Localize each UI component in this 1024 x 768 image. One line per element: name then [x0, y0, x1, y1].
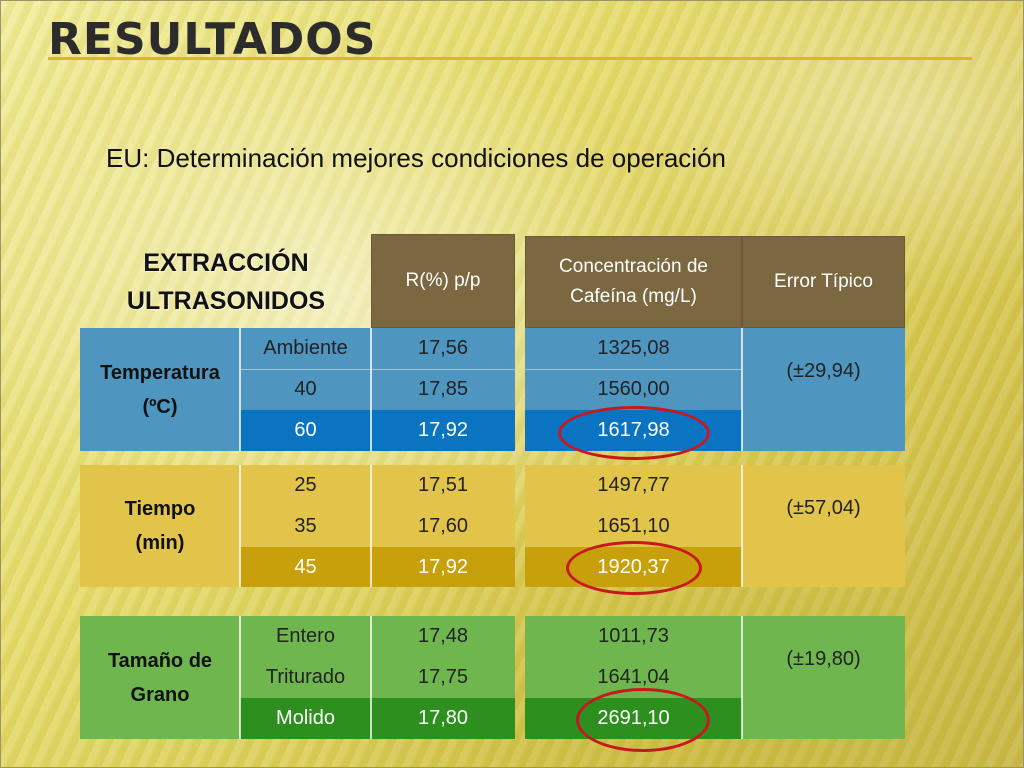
table-cell-condition: Entero	[240, 616, 371, 657]
highlight-circle-temperatura	[558, 406, 710, 460]
header-concentration-line2: Cafeína (mg/L)	[570, 286, 697, 307]
table-cell-error: (±29,94)	[742, 328, 905, 451]
column-divider	[239, 616, 241, 739]
column-divider	[370, 465, 372, 587]
table-cell-r: 17,92	[371, 410, 515, 451]
column-divider	[370, 328, 372, 451]
table-heading: EXTRACCIÓN ULTRASONIDOS	[80, 240, 372, 324]
table-cell-condition: 60	[240, 410, 371, 451]
table-cell-r: 17,80	[371, 698, 515, 739]
header-r-percent-label: R(%) p/p	[405, 270, 481, 291]
column-divider	[239, 465, 241, 587]
table-cell-concentration: 1560,00	[525, 369, 742, 410]
header-r-percent: R(%) p/p	[371, 234, 515, 328]
table-cell-condition: 40	[240, 369, 371, 410]
header-error: Error Típico	[742, 236, 905, 328]
table-cell-r: 17,60	[371, 506, 515, 547]
table-cell-condition: 35	[240, 506, 371, 547]
group-label-tiempo-line2: (min)	[135, 532, 185, 554]
column-divider	[239, 328, 241, 451]
highlight-circle-grano	[576, 688, 710, 752]
group-label-grano-line2: Grano	[130, 683, 190, 706]
highlight-circle-tiempo	[566, 541, 702, 595]
table-cell-r: 17,85	[371, 369, 515, 410]
table-cell-condition: Molido	[240, 698, 371, 739]
group-label-temperatura: Temperatura (ºC)	[80, 328, 240, 451]
group-label-temperatura-line1: Temperatura	[100, 361, 220, 384]
table-cell-condition: Triturado	[240, 657, 371, 698]
table-cell-r: 17,56	[371, 328, 515, 369]
table-cell-concentration: 1497,77	[525, 465, 742, 506]
column-divider	[741, 465, 743, 587]
header-concentration: Concentración de Cafeína (mg/L)	[525, 236, 742, 328]
header-concentration-line1: Concentración de	[559, 256, 708, 277]
table-cell-r: 17,75	[371, 657, 515, 698]
table-cell-condition: 45	[240, 547, 371, 587]
group-label-tiempo-line1: Tiempo	[124, 498, 196, 520]
slide-subtitle: EU: Determinación mejores condiciones de…	[106, 143, 726, 173]
column-divider	[741, 328, 743, 451]
table-cell-concentration: 1011,73	[525, 616, 742, 657]
group-label-grano-line1: Tamaño de	[107, 649, 213, 672]
table-heading-line1: EXTRACCIÓN	[143, 249, 309, 277]
table-cell-condition: 25	[240, 465, 371, 506]
table-cell-concentration: 1651,10	[525, 506, 742, 547]
slide-title: RESULTADOS	[48, 14, 377, 65]
table-cell-r: 17,51	[371, 465, 515, 506]
table-cell-condition: Ambiente	[240, 328, 371, 369]
table-cell-r: 17,48	[371, 616, 515, 657]
title-underline	[48, 57, 972, 60]
column-divider	[741, 616, 743, 739]
table-cell-concentration: 1325,08	[525, 328, 742, 369]
row-divider	[240, 369, 515, 370]
table-cell-error: (±57,04)	[742, 465, 905, 587]
group-label-tiempo: Tiempo (min)	[80, 465, 240, 587]
header-error-label: Error Típico	[774, 271, 873, 292]
table-cell-error: (±19,80)	[742, 616, 905, 739]
column-divider	[370, 616, 372, 739]
row-divider	[525, 369, 742, 370]
table-heading-line2: ULTRASONIDOS	[126, 287, 326, 315]
group-label-grano: Tamaño de Grano	[80, 616, 240, 739]
group-label-temperatura-line2: (ºC)	[142, 395, 178, 418]
table-cell-r: 17,92	[371, 547, 515, 587]
